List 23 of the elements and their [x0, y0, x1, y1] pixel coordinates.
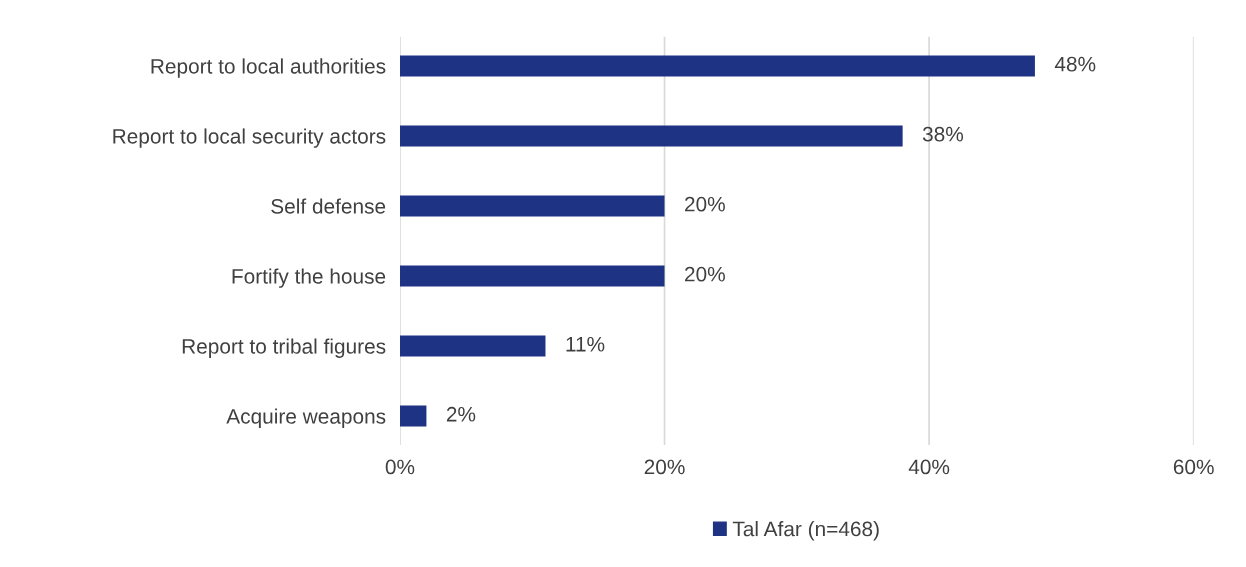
bar: [399, 55, 1035, 77]
y-tick-label: Report to local security actors: [113, 128, 386, 148]
x-tick-label: 60%: [1173, 459, 1214, 475]
data-label: 2%: [446, 406, 476, 422]
x-tick-label: 0%: [385, 459, 415, 475]
bar: [399, 125, 903, 147]
bar: [399, 335, 546, 357]
y-tick-label: Acquire weapons: [226, 408, 386, 428]
bar: [399, 265, 665, 287]
bar: [399, 195, 665, 217]
y-tick-label: Report to tribal figures: [182, 338, 386, 358]
legend-label: Tal Afar (n=468): [732, 521, 879, 541]
x-tick-label: 40%: [908, 459, 950, 475]
data-label: 11%: [566, 336, 605, 352]
x-tick-label: 20%: [644, 459, 685, 475]
y-tick-label: Report to local authorities: [151, 58, 386, 78]
y-tick-label: Fortify the house: [232, 268, 386, 288]
data-label: 48%: [1054, 56, 1096, 72]
y-tick-label: Self defense: [271, 198, 386, 214]
bar: [399, 405, 427, 427]
data-label: 20%: [685, 196, 725, 212]
data-label: 20%: [685, 266, 725, 282]
data-label: 38%: [922, 126, 964, 142]
